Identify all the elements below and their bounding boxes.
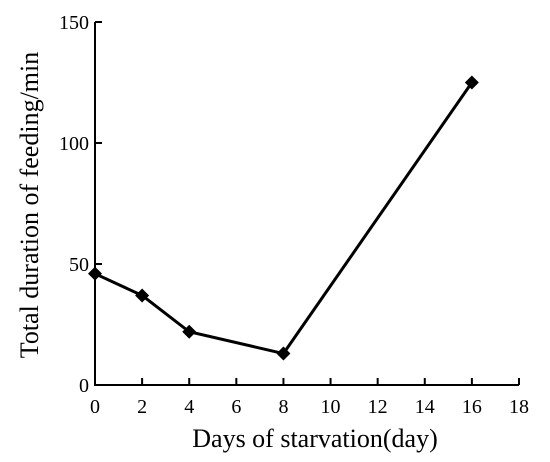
series-layer — [88, 75, 479, 361]
y-tick-label: 0 — [79, 375, 89, 397]
x-tick-label: 14 — [415, 396, 435, 418]
x-tick-label: 16 — [462, 396, 482, 418]
axes — [94, 22, 519, 386]
data-point-marker — [135, 288, 150, 303]
data-point-marker — [276, 346, 291, 361]
x-axis-title: Days of starvation(day) — [192, 424, 437, 453]
data-point-marker — [182, 324, 197, 339]
x-tick-label: 0 — [90, 396, 100, 418]
y-tick-label: 100 — [59, 133, 89, 155]
series-line — [94, 81, 474, 356]
ticks: 0 2 4 6 8 10 12 14 16 18 0 50 100 150 — [59, 12, 529, 418]
x-tick-label: 10 — [321, 396, 341, 418]
x-tick-label: 4 — [184, 396, 194, 418]
x-tick-label: 2 — [137, 396, 147, 418]
x-tick-label: 12 — [368, 396, 388, 418]
y-axis-title: Total duration of feeding/min — [15, 52, 44, 359]
x-tick-label: 18 — [509, 396, 529, 418]
y-tick-label: 50 — [69, 254, 89, 276]
x-tick-label: 6 — [231, 396, 241, 418]
x-tick-label: 8 — [278, 396, 288, 418]
data-point-marker — [464, 75, 479, 90]
data-point-marker — [88, 266, 102, 281]
y-tick-label: 150 — [59, 12, 89, 34]
